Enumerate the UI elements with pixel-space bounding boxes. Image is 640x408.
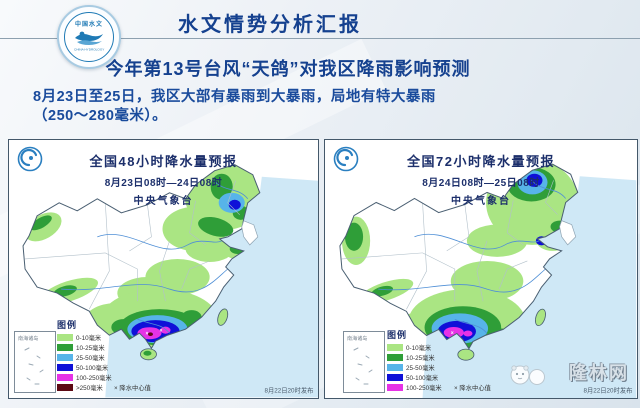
hainan-island (457, 348, 475, 361)
legend-title: 图例 (57, 320, 78, 330)
legend-label: 0-10毫米 (406, 344, 432, 352)
legend-swatch (57, 364, 73, 371)
page-title: 水文情势分析汇报 (178, 14, 362, 36)
legend-label: 10-25毫米 (406, 354, 435, 362)
taiwan-island (534, 308, 546, 327)
inset-label: 南海诸岛 (18, 336, 39, 342)
legend-label: 25-50毫米 (76, 354, 105, 362)
legend-label: 25-50毫米 (406, 364, 435, 372)
legend-label: >250毫米 (76, 384, 103, 392)
legend-row: 100-250毫米 (57, 373, 175, 382)
svg-text:×: × (451, 331, 454, 337)
legend-swatch (57, 374, 73, 381)
legend-swatch (57, 384, 73, 391)
body-text-line1: 8月23日至25日，我区大部有暴雨到大暴雨，局地有特大暴雨 (33, 89, 436, 105)
legend-note: × 降水中心值 (113, 384, 151, 392)
china-precipitation-map-48h: ×× (22, 164, 318, 398)
inset-islands-icon (24, 347, 44, 385)
sea-area (105, 176, 318, 398)
legend-note: × 降水中心值 (453, 384, 491, 392)
panda-mascot-icon (510, 365, 545, 385)
legend-swatch (387, 364, 403, 371)
precip-center-marks: × (451, 331, 454, 337)
logo-wave-icon (75, 31, 103, 45)
issued-timestamp: 8月22日20时发布 (263, 387, 313, 395)
legend-row: 0-10毫米 (387, 343, 505, 352)
legend-row: 25-50毫米 (57, 353, 175, 362)
logo-text-top: 中国水文 (74, 21, 103, 28)
legend-48h: 图例 0-10毫米 10-25毫米 25-50毫米 50-100毫米 100-2… (57, 318, 175, 393)
svg-text:×: × (145, 331, 148, 337)
legend-title: 图例 (387, 330, 408, 340)
legend-swatch (57, 354, 73, 361)
legend-label: 10-25毫米 (76, 344, 105, 352)
legend-row: 10-25毫米 (57, 343, 175, 352)
page-subtitle: 今年第13号台风“天鸽”对我区降雨影响预测 (105, 59, 471, 79)
legend-label: 100-250毫米 (76, 374, 112, 382)
legend-row: >250毫米 × 降水中心值 (57, 383, 175, 392)
legend-swatch (387, 384, 403, 391)
cma-logo (333, 146, 359, 172)
legend-label: 50-100毫米 (76, 364, 109, 372)
map-48h-panel: × × 全国48小时降水量预报 8月23日08时—24日08时 中央气象台 南海诸… (8, 139, 319, 399)
legend-row: 10-25毫米 (387, 353, 505, 362)
legend-swatch (387, 344, 403, 351)
legend-label: 100-250毫米 (406, 384, 442, 392)
legend-row: 100-250毫米 × 降水中心值 (387, 383, 505, 392)
legend-row: 50-100毫米 (387, 373, 505, 382)
body-text-line2: （250～280毫米）。 (33, 108, 168, 124)
legend-swatch (57, 334, 73, 341)
legend-row: 25-50毫米 (387, 363, 505, 372)
precip-center-marks: ×× (145, 328, 162, 337)
china-precipitation-map-72h: × (339, 163, 637, 398)
legend-row: 50-100毫米 (57, 363, 175, 372)
korea-peninsula (559, 220, 577, 246)
header-divider-line (0, 38, 640, 39)
korea-peninsula (241, 220, 259, 246)
watermark-longlin: 隆林网 (569, 363, 629, 383)
legend-swatch (387, 354, 403, 361)
cma-logo (17, 146, 43, 172)
legend-row: 0-10毫米 (57, 333, 175, 342)
legend-label: 50-100毫米 (406, 374, 439, 382)
china-hydrology-logo: 中国水文 CHINA HYDROLOGY (57, 5, 121, 69)
china-hydrology-logo-inner: 中国水文 CHINA HYDROLOGY (64, 12, 114, 62)
sea-area (422, 176, 637, 398)
taiwan-island (217, 308, 229, 326)
logo-text-bottom: CHINA HYDROLOGY (73, 47, 105, 52)
south-china-sea-inset: 南海诸岛 (343, 331, 385, 393)
issued-timestamp: 8月22日20时发布 (582, 387, 632, 395)
legend-swatch (57, 344, 73, 351)
south-china-sea-inset: 南海诸岛 (14, 331, 56, 393)
inset-islands-icon (353, 347, 373, 385)
legend-72h: 图例 0-10毫米 10-25毫米 25-50毫米 50-100毫米 100-2… (387, 328, 505, 393)
legend-swatch (387, 374, 403, 381)
svg-text:×: × (159, 328, 162, 334)
legend-label: 0-10毫米 (76, 334, 102, 342)
map-72h-panel: × 全国72小时降水量预报 8月24日08时—25日08时 中央气象台 南海诸岛 (324, 139, 638, 399)
inset-label: 南海诸岛 (347, 336, 368, 342)
